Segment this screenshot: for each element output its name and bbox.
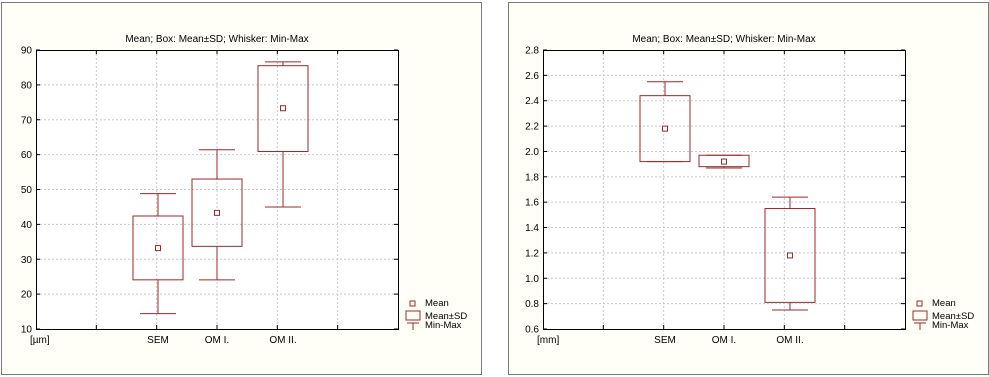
chart-panel-mm: 0.6 0.8 1.0 1.2 1.4 1.6 1.8 2.0 2.2 2.4 2.6 2.8 Mean… [507,0,989,377]
legend-label-mean: Mean [425,298,449,309]
legend-box-swatch [912,310,928,321]
plot-border [543,50,906,330]
y-tick-label: 1.0 [525,274,539,285]
chart-svg-mm: 0.6 0.8 1.0 1.2 1.4 1.6 1.8 2.0 2.2 2.4 2.6 2.8 Mean… [508,2,989,375]
legend-mean-marker [916,300,923,307]
unit-label: [µm] [30,335,50,346]
sd-box [698,154,750,168]
x-category-label: OM II. [269,335,296,346]
y-tick-label: 1.4 [525,223,539,234]
sd-box [191,178,243,247]
sd-box [132,215,184,281]
mean-marker [662,125,668,132]
y-tick-label: 2.8 [525,46,539,57]
mean-marker [280,105,286,112]
y-tick-label: 70 [21,115,33,126]
y-tick-label: 0.8 [525,299,539,310]
y-tick-label: 90 [21,46,33,57]
y-tick-label: 50 [21,185,33,196]
y-tick-label: 2.6 [525,71,539,82]
y-tick-label: 30 [21,255,33,266]
y-tick-label: 10 [21,325,33,336]
legend-label-sd: Mean±SD [932,311,974,322]
unit-label: [mm] [537,335,559,346]
x-category-label: OM I. [712,335,736,346]
chart-title: Mean; Box: Mean±SD; Whisker: Min-Max [632,34,815,45]
sd-box [257,65,309,152]
legend-label-minmax: Min-Max [425,320,462,331]
chart-panel-um: 10 20 30 40 50 60 70 80 90 Mean; Box: Mean±SD; Wh… [0,0,482,377]
sd-box [639,95,691,163]
y-tick-label: 1.8 [525,172,539,183]
y-tick-label: 20 [21,290,33,301]
chart-svg-um: 10 20 30 40 50 60 70 80 90 Mean; Box: Mean±SD; Wh… [1,2,482,375]
mean-marker [787,252,793,259]
y-tick-label: 80 [21,80,33,91]
x-category-label: OM II. [776,335,803,346]
legend-label-mean: Mean [932,298,956,309]
legend-label-sd: Mean±SD [425,311,467,322]
legend-mean-marker [409,300,416,307]
legend-box-swatch [405,310,421,321]
plot-border [36,50,399,330]
chart-title: Mean; Box: Mean±SD; Whisker: Min-Max [125,34,308,45]
sd-box [764,208,816,303]
legend-label-minmax: Min-Max [932,320,969,331]
y-tick-label: 0.6 [525,325,539,336]
y-tick-label: 40 [21,220,33,231]
mean-marker [214,209,220,216]
y-tick-label: 2.0 [525,147,539,158]
y-tick-label: 60 [21,150,33,161]
y-tick-label: 1.6 [525,198,539,209]
x-category-label: OM I. [205,335,229,346]
x-category-label: SEM [654,335,676,346]
y-tick-label: 1.2 [525,248,539,259]
y-tick-label: 2.4 [525,96,539,107]
mean-marker [155,245,161,252]
y-tick-label: 2.2 [525,122,539,133]
x-category-label: SEM [147,335,169,346]
mean-marker [721,158,727,165]
